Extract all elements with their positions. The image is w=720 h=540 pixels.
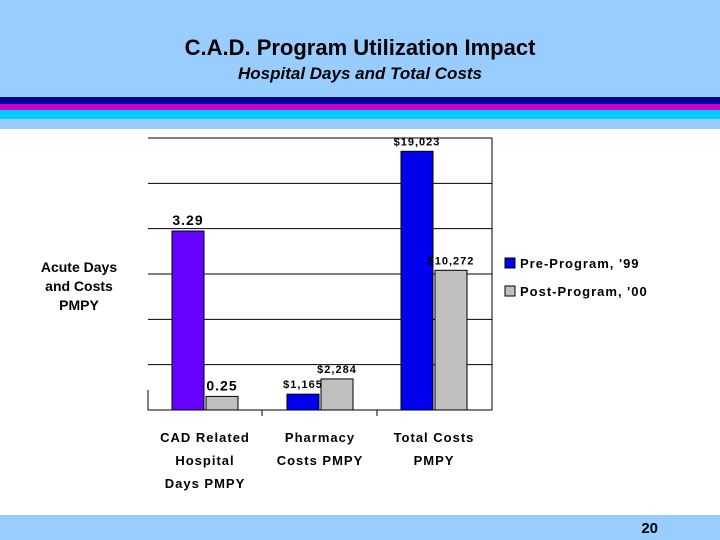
chart-bars — [171, 150, 468, 411]
x-tick-label-cad-1: CAD Related — [160, 430, 250, 445]
legend-label-pre-program: Pre-Program, '99 — [520, 256, 640, 271]
footer-band — [0, 515, 720, 540]
x-tick-label-total-1: Total Costs — [394, 430, 475, 445]
x-tick-label-total-2: PMPY — [414, 453, 455, 468]
x-tick-label-cad-3: Days PMPY — [165, 476, 246, 491]
page-number: 20 — [641, 520, 658, 537]
slide-title: C.A.D. Program Utilization Impact — [184, 35, 536, 60]
data-label-cad-days-pre: 3.29 — [172, 212, 203, 228]
stripe-magenta — [0, 104, 720, 110]
bar-cad-days-post — [205, 395, 239, 411]
data-label-pharmacy-pre: $1,165 — [283, 379, 323, 391]
legend: Pre-Program, '99 Post-Program, '00 — [504, 256, 648, 299]
y-axis-label-line-2: and Costs — [45, 278, 113, 294]
data-label-total-costs-post: $10,272 — [428, 255, 475, 267]
data-label-cad-days-post: 0.25 — [206, 377, 237, 393]
x-tick-label-cad-2: Hospital — [175, 453, 234, 468]
header-band — [0, 0, 720, 97]
x-tick-label-pharmacy-2: Costs PMPY — [277, 453, 364, 468]
bar-cad-days-pre — [171, 230, 205, 411]
bar-pharmacy-post — [320, 378, 354, 411]
stripe-light-blue — [0, 119, 720, 129]
legend-label-post-program: Post-Program, '00 — [520, 284, 648, 299]
stripe-navy — [0, 97, 720, 104]
x-tick-label-pharmacy-1: Pharmacy — [285, 430, 355, 445]
bar-total-costs-pre — [400, 150, 434, 411]
y-axis-label-line-1: Acute Days — [41, 259, 117, 275]
slide-subtitle: Hospital Days and Total Costs — [237, 64, 483, 83]
stripe-cyan — [0, 110, 720, 119]
chart-data-labels: 3.29 0.25 $1,165 $2,284 $19,023 $10,272 — [172, 136, 475, 393]
y-axis-label-line-3: PMPY — [59, 297, 99, 313]
data-label-pharmacy-post: $2,284 — [317, 364, 357, 376]
bar-total-costs-post — [434, 269, 468, 411]
legend-swatch-post-program — [504, 285, 516, 297]
bar-pharmacy-pre — [286, 393, 320, 411]
legend-swatch-pre-program — [504, 257, 516, 269]
data-label-total-costs-pre: $19,023 — [394, 136, 441, 148]
